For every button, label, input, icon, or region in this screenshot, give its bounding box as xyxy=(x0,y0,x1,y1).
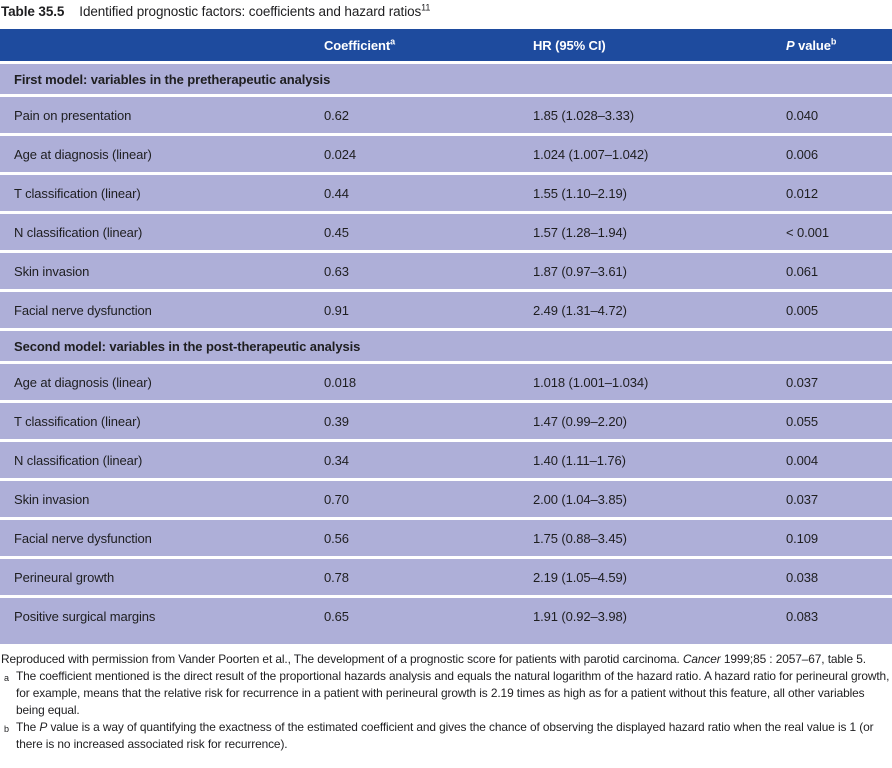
cell-hr: 1.47 (0.99–2.20) xyxy=(533,413,627,429)
table-row: Facial nerve dysfunction 0.56 1.75 (0.88–3… xyxy=(0,520,892,556)
cell-coef: 0.63 xyxy=(324,263,349,279)
table-row: T classification (linear) 0.44 1.55 (1.10–… xyxy=(0,175,892,211)
cell-pval: 0.012 xyxy=(786,185,819,201)
cell-hr: 1.87 (0.97–3.61) xyxy=(533,263,627,279)
cell-coef: 0.91 xyxy=(324,302,349,318)
cell-pval: 0.061 xyxy=(786,263,819,279)
section-header-label: Second model: variables in the post-ther… xyxy=(14,338,361,354)
footnote-b-p-italic: P xyxy=(39,720,48,734)
cell-coef: 0.018 xyxy=(324,374,357,390)
footnote-b: b The P value is a way of quantifying th… xyxy=(1,719,892,753)
cell-hr: 1.55 (1.10–2.19) xyxy=(533,185,627,201)
table-footer: Reproduced with permission from Vander P… xyxy=(0,651,892,753)
section-header-row: Second model: variables in the post-ther… xyxy=(0,331,892,361)
cell-hr: 1.75 (0.88–3.45) xyxy=(533,530,627,546)
cell-pval: 0.004 xyxy=(786,452,819,468)
header-cell-p-value: P valueb xyxy=(786,36,892,53)
cell-factor: Facial nerve dysfunction xyxy=(14,530,152,546)
cell-factor: Skin invasion xyxy=(14,263,90,279)
cell-pval: 0.005 xyxy=(786,302,819,318)
table-row: N classification (linear) 0.34 1.40 (1.11–… xyxy=(0,442,892,478)
cell-pval: < 0.001 xyxy=(786,224,830,240)
cell-pval: 0.038 xyxy=(786,569,819,585)
header-coefficient-label: Coefficient xyxy=(324,37,391,53)
cell-hr: 2.19 (1.05–4.59) xyxy=(533,569,627,585)
table-row: Skin invasion 0.63 1.87 (0.97–3.61) 0.061 xyxy=(0,253,892,289)
cell-pval: 0.037 xyxy=(786,374,819,390)
footnote-a: a The coefficient mentioned is the direc… xyxy=(1,668,892,719)
cell-factor: T classification (linear) xyxy=(14,413,141,429)
table-row: Perineural growth 0.78 2.19 (1.05–4.59) 0.0… xyxy=(0,559,892,595)
footnote-a-text: The coefficient mentioned is the direct … xyxy=(16,669,890,717)
table-caption: Table 35.5 Identified prognostic factors:… xyxy=(0,0,892,29)
cell-hr: 1.024 (1.007–1.042) xyxy=(533,146,649,162)
cell-factor: N classification (linear) xyxy=(14,452,143,468)
cell-factor: Positive surgical margins xyxy=(14,608,156,624)
cell-hr: 2.00 (1.04–3.85) xyxy=(533,491,627,507)
cell-coef: 0.34 xyxy=(324,452,349,468)
cell-factor: Pain on presentation xyxy=(14,107,132,123)
header-p-value-label: value xyxy=(794,37,831,53)
cell-factor: Facial nerve dysfunction xyxy=(14,302,152,318)
header-hr-label: HR (95% CI) xyxy=(533,37,606,53)
cell-factor: Age at diagnosis (linear) xyxy=(14,374,152,390)
cell-pval: 0.037 xyxy=(786,491,819,507)
footnote-a-marker: a xyxy=(4,673,9,683)
table-caption-text: Identified prognostic factors: coefficie… xyxy=(79,4,422,19)
source-citation: 1999;85 : 2057–67, table 5. xyxy=(720,652,866,666)
table-row: T classification (linear) 0.39 1.47 (0.99–… xyxy=(0,403,892,439)
source-text: Reproduced with permission from Vander P… xyxy=(1,652,683,666)
cell-factor: T classification (linear) xyxy=(14,185,141,201)
footnote-b-text-start: The xyxy=(16,720,40,734)
header-cell-hr: HR (95% CI) xyxy=(533,38,786,53)
cell-factor: Age at diagnosis (linear) xyxy=(14,146,152,162)
section-header-row: First model: variables in the pretherape… xyxy=(0,64,892,94)
cell-pval: 0.109 xyxy=(786,530,819,546)
cell-factor: Skin invasion xyxy=(14,491,90,507)
table-row: N classification (linear) 0.45 1.57 (1.28–… xyxy=(0,214,892,250)
header-coefficient-footnote-marker: a xyxy=(390,36,395,47)
cell-pval: 0.006 xyxy=(786,146,819,162)
cell-factor: Perineural growth xyxy=(14,569,115,585)
cell-coef: 0.65 xyxy=(324,608,349,624)
header-cell-coefficient: Coefficienta xyxy=(324,36,533,53)
prognostic-factors-table: Coefficienta HR (95% CI) P valueb First … xyxy=(0,29,892,644)
table-row: Skin invasion 0.70 2.00 (1.04–3.85) 0.037 xyxy=(0,481,892,517)
cell-coef: 0.62 xyxy=(324,107,349,123)
cell-hr: 2.49 (1.31–4.72) xyxy=(533,302,627,318)
header-p-value-footnote-marker: b xyxy=(830,36,837,47)
table-body: First model: variables in the pretherape… xyxy=(0,64,892,644)
source-journal-name: Cancer xyxy=(682,652,721,666)
header-p-italic: P xyxy=(786,37,795,53)
table-row: Positive surgical margins 0.65 1.91 (0.92–… xyxy=(0,598,892,644)
section-header-label: First model: variables in the pretherape… xyxy=(14,71,331,87)
cell-coef: 0.45 xyxy=(324,224,349,240)
cell-coef: 0.024 xyxy=(324,146,357,162)
table-caption-reference: 11 xyxy=(421,2,431,13)
footnote-b-text-end: value is a way of quantifying the exactn… xyxy=(16,720,874,751)
cell-hr: 1.57 (1.28–1.94) xyxy=(533,224,627,240)
cell-factor: N classification (linear) xyxy=(14,224,143,240)
table-row: Age at diagnosis (linear) 0.024 1.024 (1.0… xyxy=(0,136,892,172)
source-attribution: Reproduced with permission from Vander P… xyxy=(1,651,892,668)
cell-hr: 1.85 (1.028–3.33) xyxy=(533,107,634,123)
cell-pval: 0.040 xyxy=(786,107,819,123)
cell-coef: 0.78 xyxy=(324,569,349,585)
table-row: Facial nerve dysfunction 0.91 2.49 (1.31–4… xyxy=(0,292,892,328)
cell-coef: 0.44 xyxy=(324,185,349,201)
table-caption-number: Table 35.5 xyxy=(1,4,65,19)
table-row: Pain on presentation 0.62 1.85 (1.028–3.33… xyxy=(0,97,892,133)
cell-pval: 0.083 xyxy=(786,608,819,624)
cell-coef: 0.39 xyxy=(324,413,349,429)
footnote-b-marker: b xyxy=(4,724,9,734)
table-header-row: Coefficienta HR (95% CI) P valueb xyxy=(0,29,892,61)
cell-hr: 1.91 (0.92–3.98) xyxy=(533,608,627,624)
cell-coef: 0.70 xyxy=(324,491,349,507)
cell-coef: 0.56 xyxy=(324,530,349,546)
cell-hr: 1.40 (1.11–1.76) xyxy=(533,452,626,468)
table-row: Age at diagnosis (linear) 0.018 1.018 (1.0… xyxy=(0,364,892,400)
cell-hr: 1.018 (1.001–1.034) xyxy=(533,374,649,390)
cell-pval: 0.055 xyxy=(786,413,819,429)
